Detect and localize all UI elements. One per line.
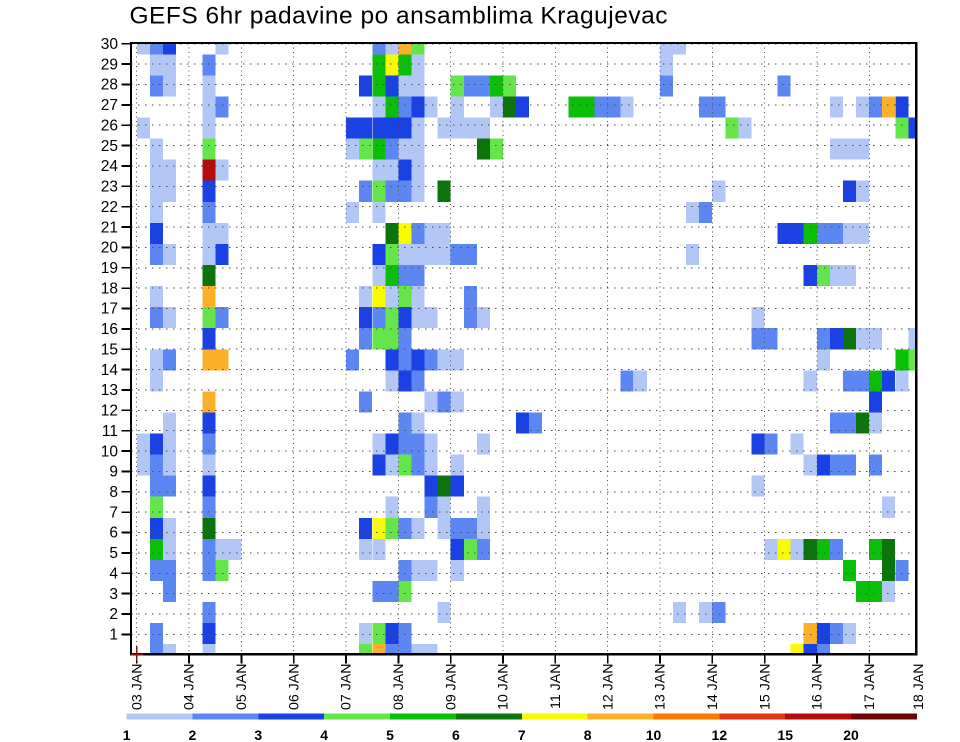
svg-text:17: 17: [101, 301, 118, 318]
svg-text:9: 9: [109, 464, 118, 481]
svg-text:27: 27: [101, 97, 118, 114]
svg-text:03 JAN: 03 JAN: [129, 664, 145, 711]
svg-text:13: 13: [101, 382, 118, 399]
svg-text:22: 22: [101, 199, 118, 216]
svg-text:30: 30: [101, 36, 119, 53]
svg-text:2: 2: [109, 606, 118, 623]
svg-text:10 JAN: 10 JAN: [496, 664, 512, 711]
svg-text:5: 5: [109, 545, 118, 562]
svg-text:29: 29: [101, 56, 118, 73]
svg-text:18 JAN: 18 JAN: [911, 664, 927, 711]
svg-text:8: 8: [109, 484, 118, 501]
svg-text:07 JAN: 07 JAN: [339, 664, 355, 711]
svg-text:5: 5: [386, 727, 394, 742]
svg-text:25: 25: [101, 138, 118, 155]
svg-text:8: 8: [584, 727, 592, 742]
svg-text:4: 4: [320, 727, 328, 742]
svg-text:12: 12: [712, 727, 728, 742]
svg-text:3: 3: [109, 586, 118, 603]
svg-text:09 JAN: 09 JAN: [443, 664, 459, 711]
svg-text:19: 19: [101, 260, 118, 277]
svg-text:05 JAN: 05 JAN: [234, 664, 250, 711]
svg-text:08 JAN: 08 JAN: [391, 664, 407, 711]
svg-text:15 JAN: 15 JAN: [757, 664, 773, 711]
svg-text:14 JAN: 14 JAN: [705, 664, 721, 711]
svg-text:20: 20: [101, 240, 119, 257]
svg-text:13 JAN: 13 JAN: [653, 664, 669, 711]
svg-text:28: 28: [101, 77, 118, 94]
svg-text:18: 18: [101, 280, 118, 297]
svg-text:16 JAN: 16 JAN: [810, 664, 826, 711]
svg-text:1: 1: [123, 727, 131, 742]
svg-text:24: 24: [101, 158, 119, 175]
svg-text:4: 4: [109, 565, 118, 582]
svg-text:10: 10: [101, 443, 119, 460]
svg-text:16: 16: [101, 321, 118, 338]
svg-text:6: 6: [452, 727, 460, 742]
svg-text:1: 1: [109, 627, 118, 644]
svg-text:06 JAN: 06 JAN: [286, 664, 302, 711]
svg-text:2: 2: [189, 727, 197, 742]
svg-text:3: 3: [254, 727, 262, 742]
svg-text:7: 7: [109, 504, 118, 521]
svg-text:6: 6: [109, 525, 118, 542]
svg-text:14: 14: [101, 362, 119, 379]
svg-text:11 JAN: 11 JAN: [548, 664, 564, 709]
svg-text:10: 10: [646, 727, 662, 742]
svg-text:15: 15: [101, 341, 118, 358]
svg-text:26: 26: [101, 117, 118, 134]
svg-text:21: 21: [101, 219, 118, 236]
svg-text:20: 20: [843, 727, 859, 742]
svg-text:GEFS 6hr padavine po ansamblim: GEFS 6hr padavine po ansamblima Kragujev…: [130, 3, 669, 30]
svg-text:04 JAN: 04 JAN: [182, 664, 198, 711]
svg-text:12 JAN: 12 JAN: [600, 664, 616, 711]
svg-text:23: 23: [101, 179, 118, 196]
svg-text:11: 11: [102, 423, 118, 440]
svg-text:12: 12: [101, 403, 118, 420]
svg-text:7: 7: [518, 727, 526, 742]
svg-text:15: 15: [777, 727, 793, 742]
svg-text:17 JAN: 17 JAN: [862, 664, 878, 711]
